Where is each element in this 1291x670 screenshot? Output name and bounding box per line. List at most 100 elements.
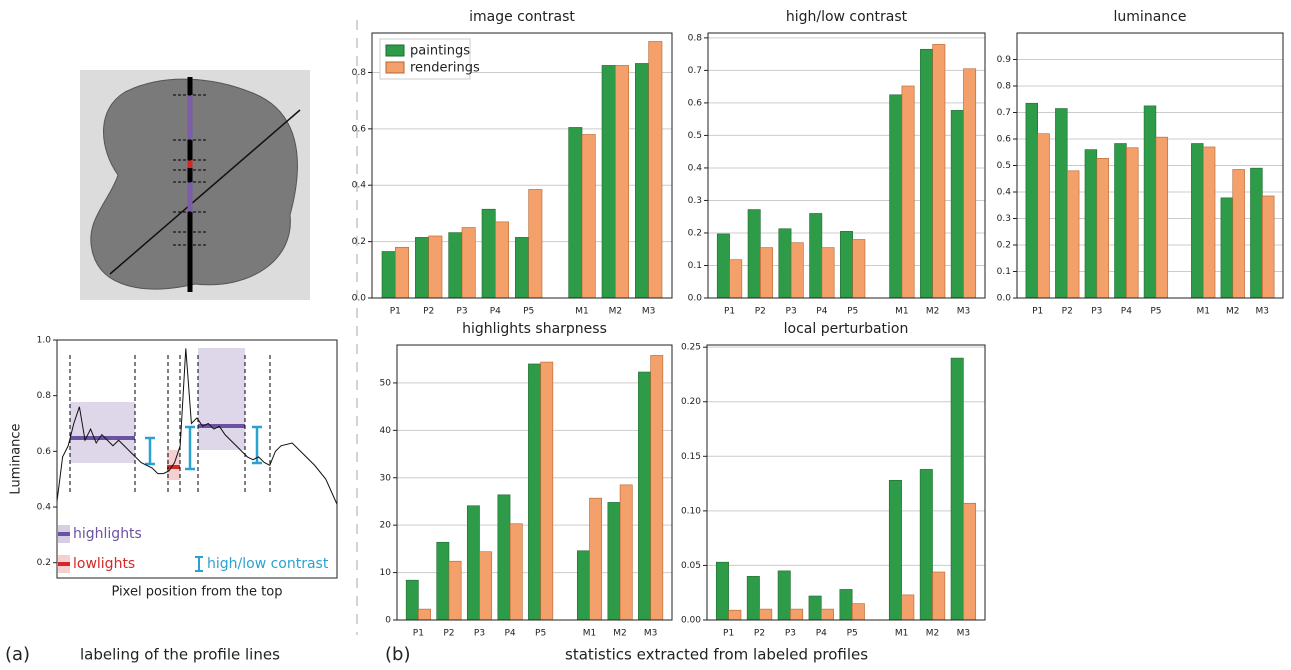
bar — [902, 86, 914, 298]
bar — [810, 213, 822, 298]
bar — [730, 260, 742, 298]
bar — [890, 95, 902, 298]
chart-title: high/low contrast — [786, 9, 908, 25]
y-tick-label: 0.2 — [352, 237, 366, 247]
x-tick-label: P2 — [1062, 307, 1073, 317]
bar — [853, 239, 865, 298]
bar — [809, 596, 821, 620]
y-tick-label: 0.7 — [688, 66, 702, 76]
bar — [1233, 169, 1245, 298]
x-tick-label: M1 — [895, 307, 909, 317]
bar — [528, 364, 540, 620]
bar — [429, 236, 442, 298]
bar — [510, 524, 522, 620]
x-tick-label: M1 — [895, 629, 909, 639]
bar — [760, 248, 772, 298]
y-tick-label: 0.7 — [997, 108, 1011, 118]
x-tick-label: P3 — [786, 307, 797, 317]
bar — [651, 355, 663, 620]
x-tick-label: P1 — [413, 629, 424, 639]
y-tick-label: 0.4 — [352, 181, 367, 191]
bar — [482, 209, 495, 298]
panel-label: (a) — [5, 644, 30, 665]
x-tick-label: M1 — [583, 629, 597, 639]
x-tick-label: P2 — [755, 307, 766, 317]
y-tick-label: 20 — [380, 521, 392, 531]
bar — [951, 358, 963, 620]
legend-label: renderings — [410, 61, 480, 76]
bar — [1026, 103, 1038, 298]
legend-label: paintings — [410, 44, 470, 59]
y-tick-label: 0.5 — [997, 161, 1011, 171]
y-tick-label: 0.20 — [681, 397, 701, 407]
bar — [1262, 196, 1274, 298]
x-tick-label: M3 — [642, 307, 656, 317]
y-tick-label: 0.4 — [37, 503, 52, 513]
bar — [529, 189, 542, 298]
x-tick-label: P4 — [816, 629, 827, 639]
y-tick-label: 0.2 — [37, 558, 51, 568]
y-tick-label: 0.1 — [997, 267, 1011, 277]
bar — [498, 495, 510, 620]
bar — [515, 237, 528, 298]
x-tick-label: P3 — [1091, 307, 1102, 317]
chart-title: highlights sharpness — [462, 321, 607, 337]
legend-swatch — [386, 45, 404, 56]
bar — [963, 503, 975, 620]
x-tick-label: M3 — [957, 307, 971, 317]
profile-annotations: highlights lowlights high/low contrast — [58, 348, 329, 573]
bar — [590, 498, 602, 620]
y-tick-label: 0.6 — [352, 124, 367, 134]
caption: labeling of the profile lines — [80, 646, 280, 664]
y-tick-label: 0 — [385, 616, 391, 626]
y-tick-label: 0.0 — [352, 294, 367, 304]
y-tick-label: 0.8 — [37, 391, 52, 401]
y-tick-label: 0.8 — [997, 82, 1012, 92]
x-tick-label: P4 — [816, 307, 827, 317]
y-tick-label: 0.8 — [352, 68, 367, 78]
bar — [582, 134, 595, 298]
bar — [779, 229, 791, 298]
y-tick-label: 0.0 — [997, 294, 1012, 304]
x-tick-label: P1 — [724, 307, 735, 317]
x-tick-label: M2 — [926, 307, 940, 317]
bar — [480, 552, 492, 620]
y-axis-label: Luminance — [9, 423, 24, 494]
x-tick-label: P3 — [456, 307, 467, 317]
bar — [920, 469, 932, 620]
bar — [406, 580, 418, 620]
legend-label: high/low contrast — [207, 556, 329, 572]
bar — [1038, 134, 1050, 298]
bar — [717, 234, 729, 298]
x-tick-label: M2 — [1226, 307, 1240, 317]
x-tick-label: P2 — [443, 629, 454, 639]
x-tick-label: M2 — [613, 629, 627, 639]
x-tick-label: M2 — [926, 629, 940, 639]
bar — [462, 228, 475, 298]
bar — [615, 65, 628, 298]
bar — [1055, 109, 1067, 298]
figure: highlights lowlights high/low contrast (… — [0, 0, 1291, 670]
bar — [495, 222, 508, 298]
bar — [1203, 147, 1215, 298]
bar — [541, 362, 553, 620]
x-tick-label: P3 — [474, 629, 485, 639]
y-tick-label: 0.0 — [688, 294, 703, 304]
y-tick-label: 0.05 — [681, 561, 701, 571]
y-tick-label: 50 — [380, 378, 392, 388]
legend-swatch — [386, 62, 404, 73]
x-tick-label: P5 — [1150, 307, 1161, 317]
bar — [1191, 144, 1203, 298]
x-tick-label: P5 — [535, 629, 546, 639]
bar — [569, 127, 582, 298]
x-tick-label: P5 — [847, 629, 858, 639]
y-tick-label: 0.4 — [997, 188, 1012, 198]
bar — [889, 480, 901, 620]
x-tick-label: P4 — [490, 307, 501, 317]
x-tick-label: P1 — [1032, 307, 1043, 317]
bar — [760, 609, 772, 620]
bar — [602, 65, 615, 298]
bar — [1126, 148, 1138, 298]
x-tick-label: P4 — [504, 629, 515, 639]
bar — [449, 561, 461, 620]
